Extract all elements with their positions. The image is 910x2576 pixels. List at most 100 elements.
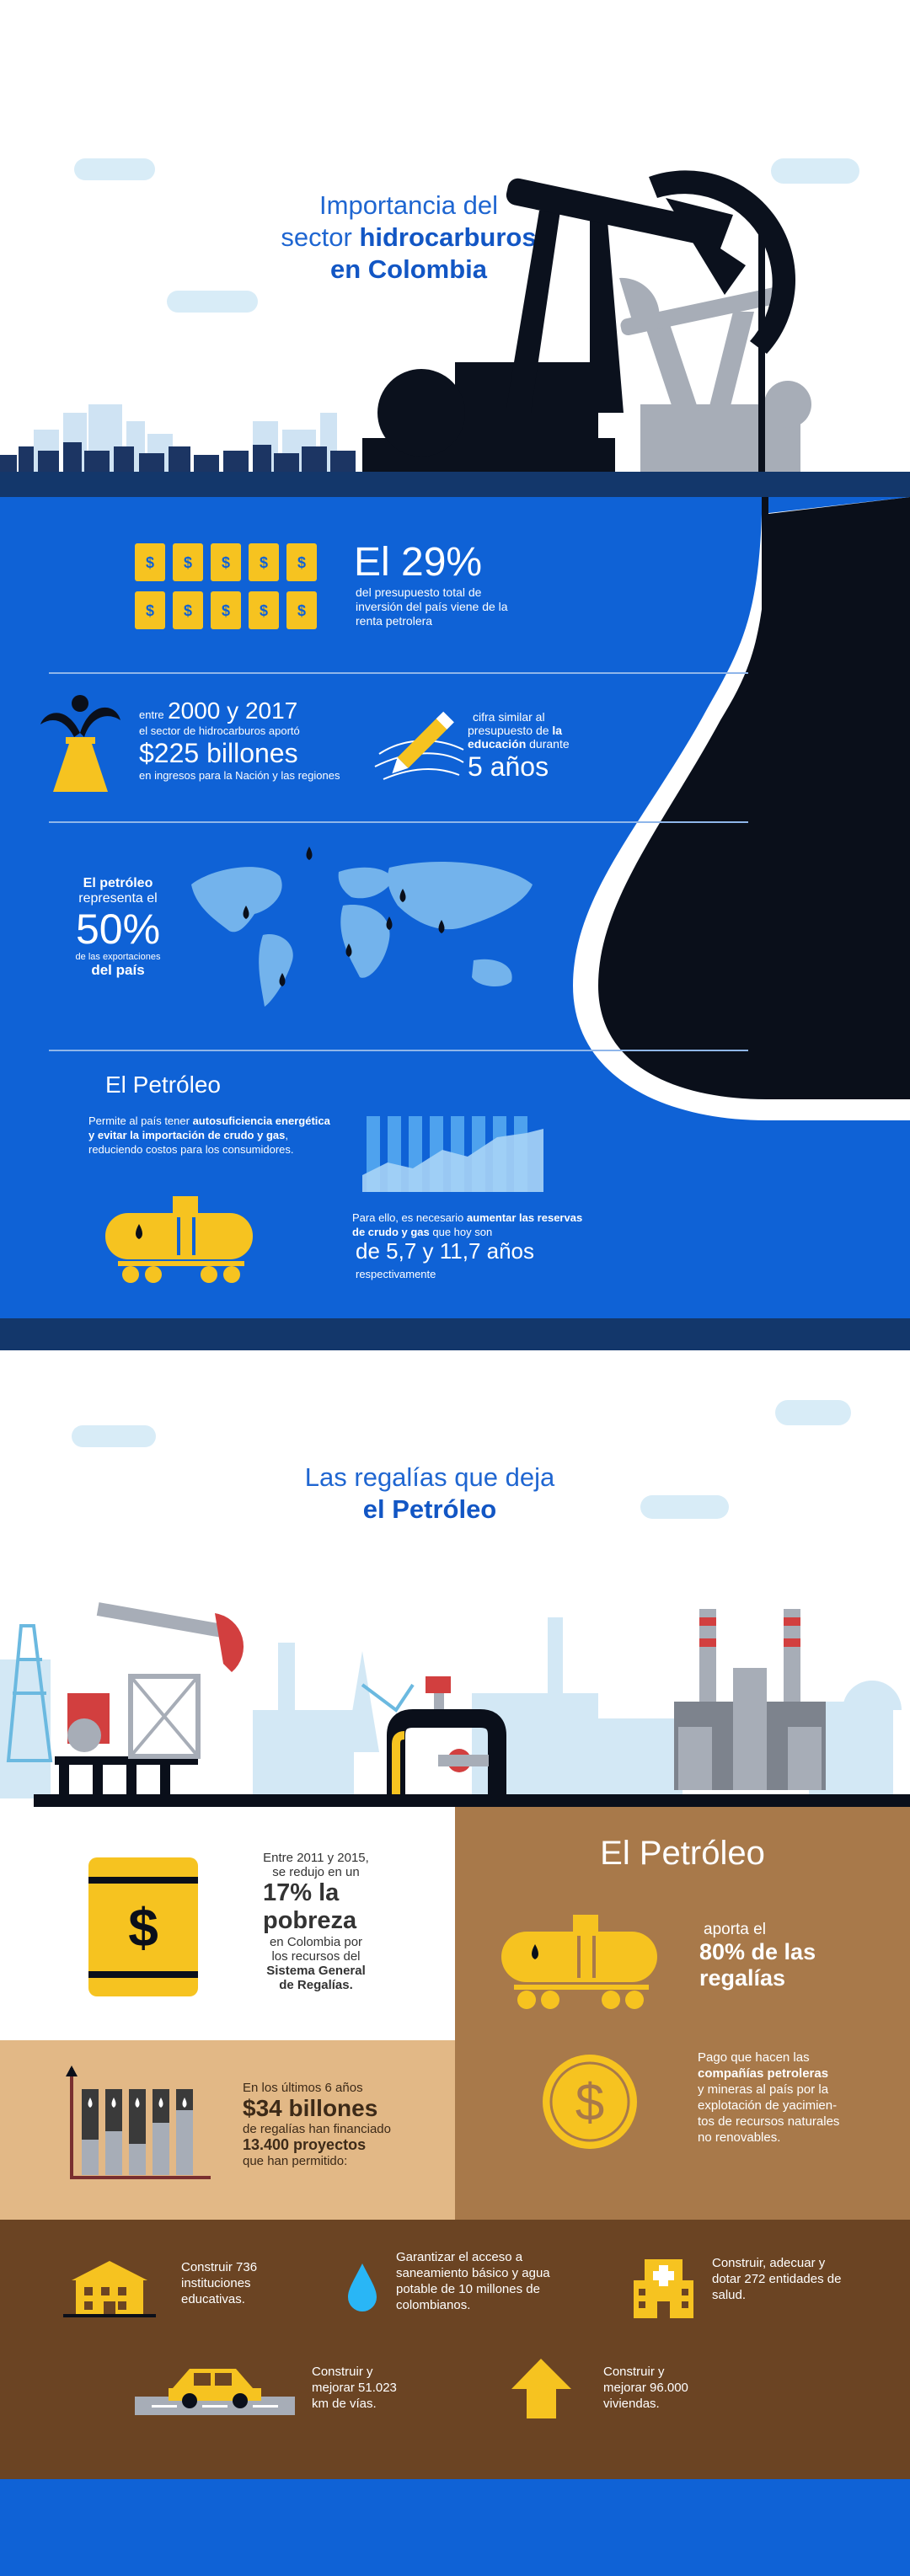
title-prefix: sector	[281, 222, 360, 252]
oil-gusher-icon	[40, 695, 120, 792]
stat-5-years: 5 años	[468, 751, 549, 782]
bar-chart-icon	[66, 2066, 211, 2179]
svg-text:$: $	[222, 554, 230, 571]
cloud-decoration	[771, 158, 859, 184]
pobreza-big: pobreza	[263, 1907, 357, 1934]
project-viviendas: Construir y mejorar 96.000 viviendas.	[603, 2365, 688, 2411]
svg-text:$: $	[575, 2074, 604, 2132]
house-arrow-icon	[511, 2359, 571, 2418]
title-bold: hidrocarburos	[359, 222, 537, 252]
stat-50-percent: 50%	[75, 906, 161, 953]
text-line: respectivamente	[356, 1268, 436, 1280]
text-bold: de Regalías.	[279, 1978, 353, 1992]
stat-prefix: entre	[139, 708, 164, 721]
text-line: Entre 2011 y 2015,	[263, 1851, 369, 1865]
pobreza-text: Entre 2011 y 2015, se redujo en un 17% l…	[236, 1851, 396, 1992]
reserves-paragraph: Para ello, es necesario aumentar las res…	[352, 1211, 597, 1239]
section-heading: El Petróleo	[600, 1835, 765, 1872]
stat-line: de las exportaciones	[75, 952, 161, 962]
stat-line: El petróleo	[83, 876, 153, 890]
text-line: aporta el	[704, 1921, 766, 1938]
billones-panel	[0, 2040, 455, 2220]
billones-text: En los últimos 6 años $34 billones de re…	[243, 2081, 445, 2168]
divider	[49, 672, 748, 674]
projects-panel	[0, 2220, 910, 2479]
stat-line: durante	[526, 737, 570, 751]
divider	[49, 821, 748, 823]
stat-bold: la	[552, 724, 563, 737]
stat-50-block: El petróleo representa el 50% de las exp…	[59, 876, 177, 979]
stat-225-block: entre 2000 y 2017 el sector de hidrocarb…	[139, 697, 341, 783]
petroleo-80-panel	[455, 1807, 910, 2220]
text-span: , reduciendo costos para los consumidore…	[88, 1129, 294, 1156]
pobreza-panel	[0, 1807, 455, 2040]
text-bold: 13.400 proyectos	[243, 2136, 367, 2153]
world-map-icon	[191, 847, 533, 1007]
oil-barrel-icon: $	[88, 1857, 198, 1996]
project-vias: Construir y mejorar 51.023 km de vías.	[312, 2365, 397, 2411]
text-bold: Sistema General	[266, 1964, 366, 1978]
svg-text:$: $	[146, 554, 154, 571]
title-line: en Colombia	[329, 254, 487, 284]
coin-icon: $	[543, 2055, 637, 2149]
page-footer	[0, 2479, 910, 2576]
text-span: Permite al país tener	[88, 1114, 193, 1127]
stat-29-percent: El 29%	[354, 540, 483, 585]
project-agua: Garantizar el acceso a saneamiento básic…	[396, 2250, 550, 2312]
cloud-decoration	[167, 291, 258, 313]
stat-line: cifra similar al	[473, 710, 545, 724]
school-icon	[63, 2261, 156, 2317]
cloud-decoration	[640, 1495, 729, 1519]
text-bold: aumentar las reservas de crudo y gas	[352, 1211, 583, 1238]
text-line: se redujo en un	[272, 1865, 360, 1879]
cloud-decoration	[775, 1400, 851, 1425]
project-salud: Construir, adecuar y dotar 272 entidades…	[712, 2256, 842, 2302]
svg-text:$: $	[297, 554, 306, 571]
project-educativas: Construir 736 instituciones educativas.	[181, 2260, 258, 2306]
text-span: Para ello, es necesario	[352, 1211, 467, 1224]
svg-text:$: $	[184, 554, 192, 571]
text-line: en Colombia por	[269, 1935, 363, 1949]
cloud-decoration	[72, 1425, 156, 1447]
regalias-big: 80% de las	[699, 1939, 816, 1964]
stat-line: del país	[91, 962, 145, 978]
text-bold: compañías petroleras	[698, 2066, 829, 2081]
text-line: En los últimos 6 años	[243, 2081, 363, 2095]
title-line: Importancia del	[319, 190, 498, 220]
regalias-title: Las regalías que deja el Petróleo	[244, 1462, 615, 1526]
section-heading: El Petróleo	[105, 1072, 221, 1098]
title-line: el Petróleo	[362, 1494, 497, 1524]
text-line: no renovables.	[698, 2130, 781, 2145]
stat-line: en ingresos para la Nación y las regione…	[139, 769, 340, 782]
text-line: y mineras al país por la	[698, 2082, 829, 2097]
title-line: sector hidrocarburos	[194, 222, 624, 254]
text-line: los recursos del	[271, 1949, 361, 1964]
billones-big: $34 billones	[243, 2095, 378, 2121]
stat-amount: $225 billones	[139, 738, 298, 768]
text-bold: autosuficiencia energética y evitar la i…	[88, 1114, 330, 1141]
reserves-years: de 5,7 y 11,7 años	[356, 1238, 535, 1264]
title-line: Las regalías que deja	[304, 1462, 555, 1492]
pago-text: Pago que hacen las compañías petroleras …	[698, 2050, 875, 2146]
svg-text:$: $	[222, 602, 230, 619]
pumpjack-skyline-illustration	[0, 170, 910, 514]
stat-line: presupuesto de	[468, 724, 553, 737]
text-line: explotación de yacimien-	[698, 2098, 838, 2113]
svg-text:$: $	[260, 554, 268, 571]
svg-text:$: $	[128, 1897, 158, 1958]
pobreza-big: 17% la	[263, 1879, 340, 1906]
stat-line: el sector de hidrocarburos aportó	[139, 724, 300, 737]
text-line: Pago que hacen las	[698, 2050, 810, 2065]
stat-bold: educación	[468, 737, 527, 751]
svg-text:$: $	[297, 602, 306, 619]
dollar-barrel-icon: $ $ $ $ $ $ $ $ $ $	[135, 543, 317, 629]
stat-line: representa el	[78, 891, 158, 906]
tank-car-icon	[105, 1196, 253, 1283]
text-line: de regalías han financiado	[243, 2122, 391, 2136]
divider	[49, 1050, 748, 1051]
area-chart-icon	[362, 1116, 543, 1192]
stat-29-text: del presupuesto total de inversión del p…	[356, 585, 508, 628]
hospital-icon	[634, 2259, 693, 2318]
text-line: tos de recursos naturales	[698, 2114, 840, 2129]
